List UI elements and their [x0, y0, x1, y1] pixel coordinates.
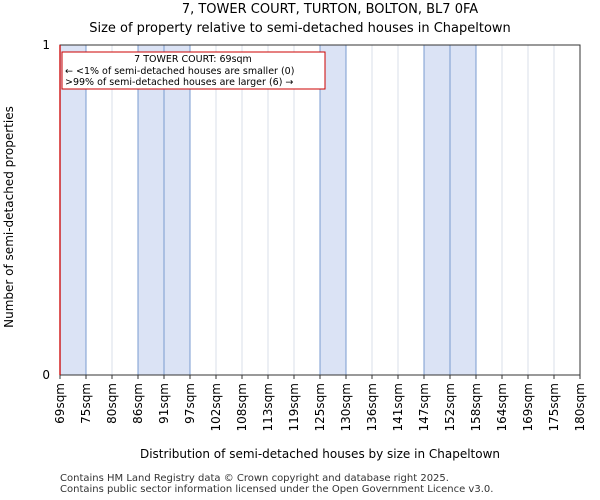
x-tick-label: 102sqm [209, 383, 223, 431]
footer-line-1: Contains HM Land Registry data © Crown c… [60, 473, 449, 484]
x-tick-label: 108sqm [235, 383, 249, 431]
x-tick-label: 158sqm [469, 383, 483, 431]
bar-152sqm [449, 44, 477, 376]
x-tick-label: 164sqm [495, 383, 509, 431]
bar-125sqm [319, 44, 347, 376]
bar-69sqm [59, 44, 87, 376]
x-tick-label: 75sqm [79, 383, 93, 424]
x-tick-label: 175sqm [547, 383, 561, 431]
x-tick-label: 136sqm [365, 383, 379, 431]
annotation-box: 7 TOWER COURT: 69sqm ← <1% of semi-detac… [61, 51, 326, 90]
x-tick-label: 113sqm [261, 383, 275, 431]
x-tick-layer: 69sqm 75sqm 80sqm 86sqm 91sqm 97sqm 102sqm 108s… [53, 375, 587, 431]
bar-86sqm [137, 44, 165, 376]
annotation-line-1: 7 TOWER COURT: 69sqm [134, 54, 252, 65]
bar-91sqm [163, 44, 191, 376]
x-tick-label: 141sqm [391, 383, 405, 431]
footer-line-2: Contains public sector information licen… [60, 484, 494, 495]
x-tick-label: 125sqm [313, 383, 327, 431]
y-tick-label-1: 1 [42, 38, 50, 52]
x-tick-label: 86sqm [131, 383, 145, 424]
annotation-line-2: ← <1% of semi-detached houses are smalle… [65, 66, 294, 77]
chart-title: 7, TOWER COURT, TURTON, BOLTON, BL7 0FA [182, 2, 478, 17]
y-tick-label-0: 0 [42, 368, 50, 382]
x-tick-label: 152sqm [443, 383, 457, 431]
x-tick-label: 119sqm [287, 383, 301, 431]
x-tick-label: 80sqm [105, 383, 119, 424]
y-axis-label: Number of semi-detached properties [2, 106, 16, 328]
x-tick-label: 147sqm [417, 383, 431, 431]
x-tick-label: 180sqm [573, 383, 587, 431]
chart-subtitle: Size of property relative to semi-detach… [89, 21, 511, 36]
x-axis-label: Distribution of semi-detached houses by … [140, 447, 500, 461]
x-tick-label: 130sqm [339, 383, 353, 431]
annotation-frame [61, 51, 326, 90]
x-tick-label: 97sqm [183, 383, 197, 424]
bar-147sqm [423, 44, 451, 376]
annotation-line-3: >99% of semi-detached houses are larger … [65, 77, 293, 88]
x-tick-label: 69sqm [53, 383, 67, 424]
x-tick-label: 91sqm [157, 383, 171, 424]
x-tick-label: 169sqm [521, 383, 535, 431]
